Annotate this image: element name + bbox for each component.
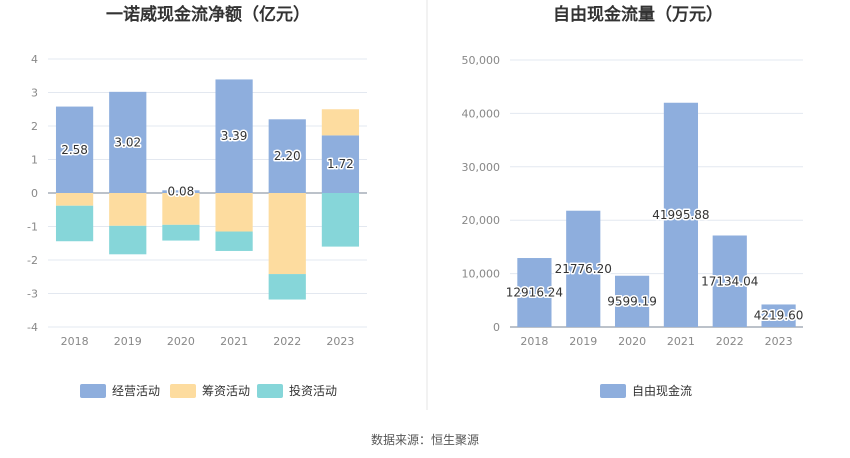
bar-operating-2022 [268,119,306,193]
data-label-fcf: 41995.88 [652,208,709,222]
left-y-tick-label: 2 [31,120,38,133]
cash-flow-net-chart: 一诺威现金流净额（亿元） -4 -3 -2 -1 0 1 2 3 4 2018 2019 2020 20… [27,4,367,398]
left-x-tick-label: 2019 [114,335,142,348]
bar-financing-2022 [268,193,306,275]
right-x-tick-label: 2022 [716,335,744,348]
right-bars [517,102,796,327]
right-y-tick-label: 10,000 [462,268,501,281]
legend-label-fcf: 自由现金流 [632,383,692,398]
left-y-tick-label: 3 [31,87,38,100]
data-label-fcf: 17134.04 [701,274,758,288]
right-data-labels: 12916.24 21776.20 9599.19 41995.88 17134.04 4… [504,206,805,324]
free-cash-flow-chart: 自由现金流量（万元） 0 10,000 20,000 30,000 40,000 50,0… [462,4,805,398]
right-chart-title: 自由现金流量（万元） [553,4,723,25]
right-legend: 自由现金流 [600,383,692,398]
data-label-operating: 0.08 [168,185,195,199]
left-y-tick-label: 1 [31,154,38,167]
bar-operating-2021 [215,79,253,193]
data-label-operating: 1.72 [327,157,354,171]
bar-investing-2023 [321,193,360,247]
bar-operating-2020 [162,190,200,193]
right-y-tick-label: 40,000 [462,107,501,120]
legend-swatch-investing [257,384,283,398]
data-label-fcf: 9599.19 [607,294,657,308]
bar-fcf-2019 [566,210,601,327]
data-label-operating: 2.58 [61,143,88,157]
legend-label-operating: 经营活动 [112,384,160,398]
right-x-tick-label: 2019 [569,335,597,348]
left-axis-ticks: -4 -3 -2 -1 0 1 2 3 4 2018 2019 2020 2021 2022 2023 [27,53,354,348]
data-label-operating: 3.02 [114,135,141,149]
data-label-fcf: 21776.20 [555,262,612,276]
left-y-tick-label: -2 [27,254,38,267]
bar-operating-2018 [55,106,94,193]
legend-label-investing: 投资活动 [289,383,337,398]
right-axis-ticks: 0 10,000 20,000 30,000 40,000 50,000 2018 2019 2… [462,54,793,348]
bar-financing-2023 [321,109,360,136]
right-grid [510,59,803,328]
legend-label-financing: 筹资活动 [202,384,250,398]
right-x-tick-label: 2023 [765,335,793,348]
data-label-fcf: 12916.24 [506,286,563,300]
left-y-tick-label: 4 [31,53,38,66]
data-label-operating: 2.20 [274,149,301,163]
right-y-tick-label: 30,000 [462,161,501,174]
left-x-tick-label: 2021 [220,335,248,348]
bar-fcf-2018 [517,258,552,327]
bar-investing-2018 [55,205,94,242]
left-y-tick-label: 0 [31,187,38,200]
left-x-tick-label: 2023 [326,335,354,348]
right-x-tick-label: 2021 [667,335,695,348]
left-x-tick-label: 2018 [61,335,89,348]
bar-operating-2023 [321,135,360,193]
legend-swatch-fcf [600,384,626,398]
left-y-tick-label: -1 [27,221,38,234]
bar-financing-2021 [215,193,253,232]
left-grid [48,58,367,328]
left-x-tick-label: 2022 [273,335,301,348]
bar-investing-2022 [268,274,306,300]
bar-financing-2019 [109,193,147,226]
left-y-tick-label: -3 [27,288,38,301]
right-y-tick-label: 20,000 [462,214,501,227]
bar-investing-2020 [162,224,200,241]
bar-investing-2021 [215,231,253,251]
bar-fcf-2023 [761,304,796,327]
right-x-tick-label: 2018 [520,335,548,348]
bar-investing-2019 [109,225,147,255]
data-label-operating: 3.39 [221,129,248,143]
left-y-tick-label: -4 [27,321,38,334]
legend-swatch-financing [170,384,196,398]
bar-financing-2018 [55,193,94,206]
left-legend: 经营活动 筹资活动 投资活动 [80,383,337,398]
left-data-labels: 2.58 3.02 0.08 3.39 2.20 1.72 [60,128,356,200]
left-x-tick-label: 2020 [167,335,195,348]
right-y-tick-label: 50,000 [462,54,501,67]
bar-fcf-2021 [663,102,699,327]
left-bars [55,79,360,300]
legend-swatch-operating [80,384,106,398]
data-label-fcf: 4219.60 [754,309,804,323]
left-chart-title: 一诺威现金流净额（亿元） [106,4,310,25]
source-note: 数据来源：恒生聚源 [371,432,479,447]
bar-fcf-2020 [614,275,650,327]
bar-financing-2020 [162,193,200,225]
right-y-tick-label: 0 [493,321,500,334]
bar-operating-2019 [109,91,147,193]
right-x-tick-label: 2020 [618,335,646,348]
bar-fcf-2022 [712,235,747,327]
